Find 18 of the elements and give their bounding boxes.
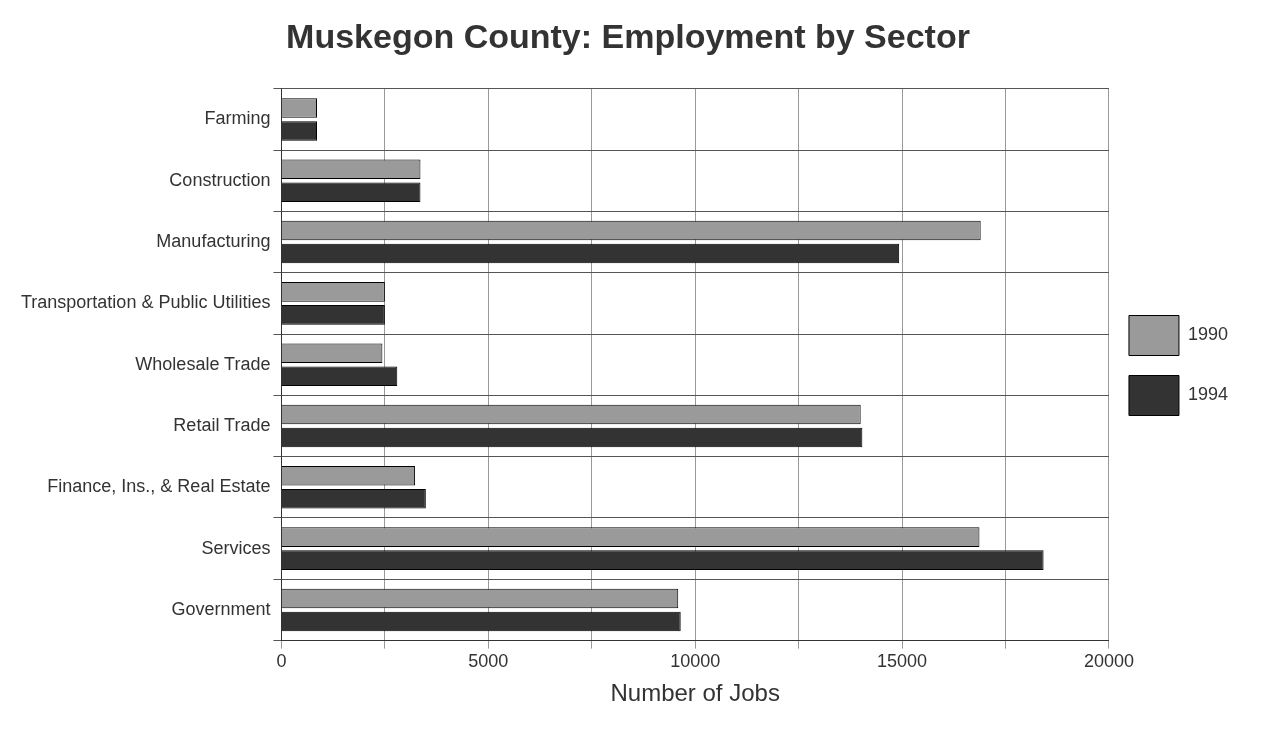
x-tick-label: 10000	[670, 651, 721, 672]
y-tick-label: Retail Trade	[173, 414, 271, 435]
x-tick-label: 5000	[468, 651, 509, 672]
x-axis-title: Number of Jobs	[610, 679, 780, 707]
x-tick-label: 0	[276, 651, 287, 672]
y-tick-label: Transportation & Public Utilities	[21, 292, 271, 313]
y-tick-label: Finance, Ins., & Real Estate	[47, 476, 271, 497]
chart-title: Muskegon County: Employment by Sector	[286, 16, 970, 55]
y-tick-label: Government	[171, 598, 271, 619]
y-tick-label: Manufacturing	[156, 231, 271, 252]
y-tick-label: Farming	[204, 108, 271, 129]
x-tick-label: 15000	[877, 651, 928, 672]
y-tick-label: Services	[201, 537, 271, 558]
x-tick-label: 20000	[1083, 651, 1134, 672]
y-tick-label: Construction	[169, 169, 271, 190]
y-tick-label: Wholesale Trade	[135, 353, 271, 374]
legend-label: 1994	[1187, 384, 1228, 405]
legend-label: 1990	[1187, 324, 1228, 345]
